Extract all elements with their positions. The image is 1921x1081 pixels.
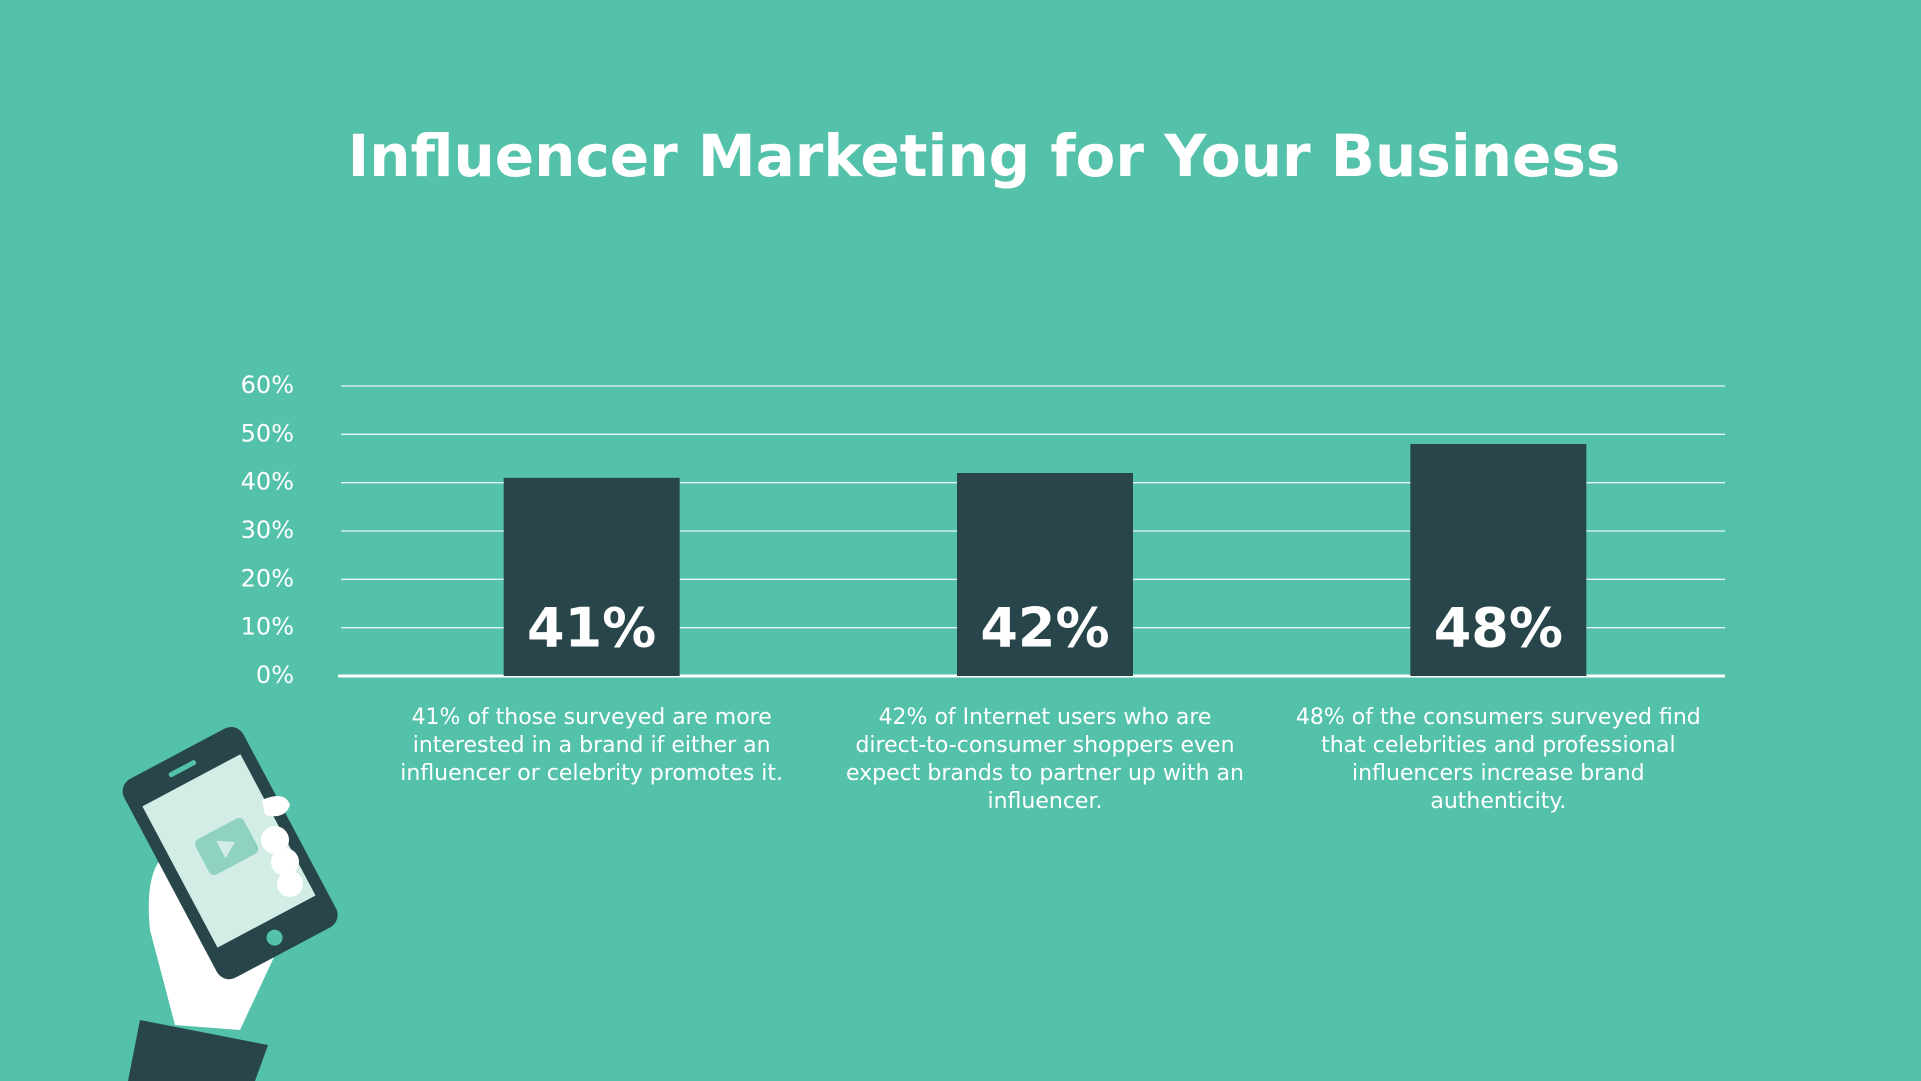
- bar: [503, 477, 680, 676]
- y-tick-label: 20%: [241, 564, 294, 592]
- hand-phone-illustration: [122, 727, 338, 1081]
- y-tick-label: 50%: [241, 419, 294, 447]
- bar: [957, 473, 1133, 676]
- chart-title: Influencer Marketing for Your Business: [348, 122, 1621, 190]
- y-tick-label: 40%: [241, 468, 294, 496]
- x-tick-label: 42% of Internet users who are direct-to-…: [846, 705, 1244, 814]
- category-description: 41% of those surveyed are more intereste…: [400, 705, 784, 786]
- value-label: 42%: [980, 597, 1109, 660]
- value-label: 41%: [527, 597, 656, 660]
- y-tick-label: 60%: [241, 371, 294, 399]
- y-tick-label: 10%: [241, 613, 294, 641]
- x-tick-label: 41% of those surveyed are more intereste…: [400, 705, 784, 786]
- category-description: 42% of Internet users who are direct-to-…: [846, 705, 1244, 814]
- category-description: 48% of the consumers surveyed find that …: [1295, 705, 1701, 814]
- value-label: 48%: [1434, 597, 1563, 660]
- bar: [1410, 444, 1587, 676]
- y-tick-label: 0%: [256, 661, 294, 689]
- y-tick-label: 30%: [241, 516, 294, 544]
- x-tick-label: 48% of the consumers surveyed find that …: [1295, 705, 1701, 814]
